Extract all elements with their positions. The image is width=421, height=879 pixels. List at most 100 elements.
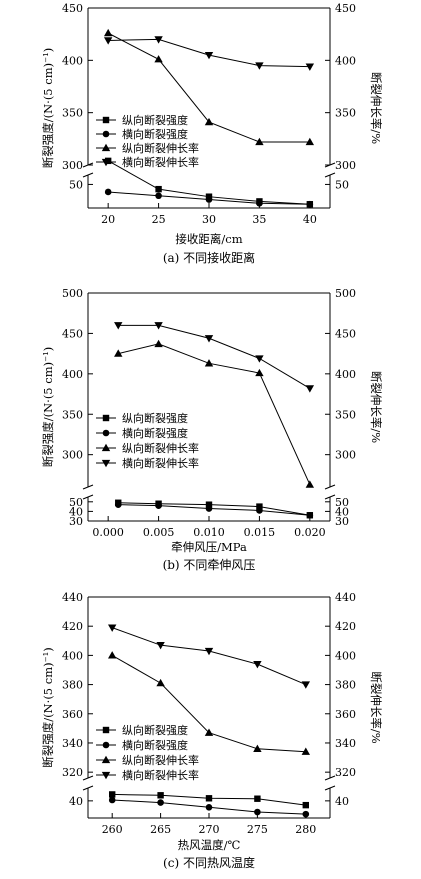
legend-label: 横向断裂强度: [122, 426, 188, 440]
data-point: [255, 368, 264, 377]
y2-tick-label: 350: [335, 408, 356, 421]
data-point: [157, 792, 164, 799]
y2-tick-label: 50: [335, 496, 349, 509]
x-axis-label: 热风温度/℃: [178, 838, 241, 852]
left-break-mark: [82, 785, 94, 791]
legend-marker: [101, 755, 111, 764]
data-point: [157, 799, 164, 806]
legend-label: 纵向断裂强度: [122, 723, 188, 737]
series-2: [114, 501, 314, 519]
legend-label: 横向断裂强度: [122, 738, 188, 752]
y2-tick-label: 400: [335, 54, 356, 67]
right-break-mark: [324, 785, 336, 791]
data-point: [205, 795, 213, 802]
left-break-mark: [82, 172, 94, 178]
data-point: [156, 642, 165, 650]
legend-label: 纵向断裂伸长率: [122, 753, 199, 767]
series-line: [112, 627, 306, 686]
y2-tick-label: 50: [335, 178, 349, 191]
legend-marker: [102, 741, 110, 749]
x-tick-label: 0.000: [92, 526, 124, 539]
left-break-mark: [82, 775, 94, 781]
series-2: [104, 188, 314, 208]
y-tick-label: 440: [62, 591, 83, 604]
data-point: [155, 502, 162, 509]
legend-marker: [102, 116, 110, 124]
y-tick-label: 300: [62, 449, 83, 462]
y-tick-label: 400: [62, 368, 83, 381]
y-tick-label: 400: [62, 54, 83, 67]
legend-label: 横向断裂伸长率: [122, 768, 199, 782]
data-point: [305, 137, 315, 146]
y2-tick-label: 300: [335, 159, 356, 172]
legend-label: 横向断裂强度: [122, 127, 188, 141]
data-point: [301, 681, 310, 689]
left-break-mark: [82, 494, 94, 500]
panel-caption: (b) 不同牵伸风压: [163, 558, 256, 572]
data-point: [156, 678, 165, 687]
data-point: [305, 385, 315, 393]
legend-label: 纵向断裂强度: [122, 113, 188, 127]
data-point: [155, 185, 162, 193]
chart-panel-3: 260 265 270 275 280 40 40 320 320 340 340 360 360 380…: [41, 591, 383, 870]
data-point: [154, 55, 163, 63]
data-point: [305, 63, 315, 71]
data-point: [108, 624, 117, 632]
legend-marker: [101, 443, 111, 452]
x-tick-label: 40: [303, 213, 317, 226]
x-tick-label: 20: [101, 213, 115, 226]
y-tick-label: 300: [62, 159, 83, 172]
y2-tick-label: 320: [335, 766, 356, 779]
data-point: [256, 199, 263, 207]
data-point: [255, 355, 264, 363]
legend-marker: [101, 143, 111, 152]
x-tick-label: 275: [247, 823, 268, 836]
data-point: [305, 480, 315, 488]
data-point: [256, 503, 263, 510]
x-tick-label: 0.005: [143, 526, 175, 539]
data-point: [205, 196, 213, 203]
right-break-mark: [324, 484, 336, 490]
y2-tick-label: 40: [335, 795, 349, 808]
data-point: [255, 62, 264, 70]
legend-marker: [101, 459, 111, 468]
series-3: [114, 339, 315, 488]
data-point: [204, 51, 214, 60]
legend-marker: [102, 726, 110, 734]
data-point: [114, 322, 123, 330]
left-break-mark: [82, 484, 94, 490]
y2-tick-label: 500: [335, 287, 356, 300]
data-point: [204, 117, 214, 126]
legend-marker: [102, 429, 110, 437]
x-tick-label: 260: [102, 823, 123, 836]
y-tick-label: 30: [69, 515, 83, 528]
data-point: [205, 803, 213, 811]
series-line: [118, 324, 311, 389]
y2-tick-label: 400: [335, 368, 356, 381]
series-line: [111, 654, 306, 753]
y2-axis-label: 断裂伸长率/%: [369, 671, 383, 743]
data-point: [104, 188, 112, 196]
y-tick-label: 350: [62, 107, 83, 120]
legend-label: 纵向断裂伸长率: [122, 441, 199, 455]
y-axis-label: 断裂强度/(N·(5 cm)⁻¹): [41, 647, 55, 768]
x-tick-label: 25: [152, 213, 166, 226]
legend-marker: [101, 771, 111, 780]
data-point: [306, 511, 314, 519]
data-point: [302, 801, 309, 809]
y2-tick-label: 300: [335, 449, 356, 462]
series-4: [103, 36, 315, 71]
data-point: [154, 322, 163, 330]
data-point: [204, 359, 214, 367]
data-point: [254, 808, 261, 816]
right-break-mark: [324, 775, 336, 781]
y2-tick-label: 380: [335, 679, 356, 692]
y-tick-label: 400: [62, 649, 83, 662]
y-tick-label: 450: [62, 327, 83, 340]
axes-frame: [82, 596, 336, 819]
right-break-mark: [324, 172, 336, 178]
x-tick-label: 280: [295, 823, 316, 836]
